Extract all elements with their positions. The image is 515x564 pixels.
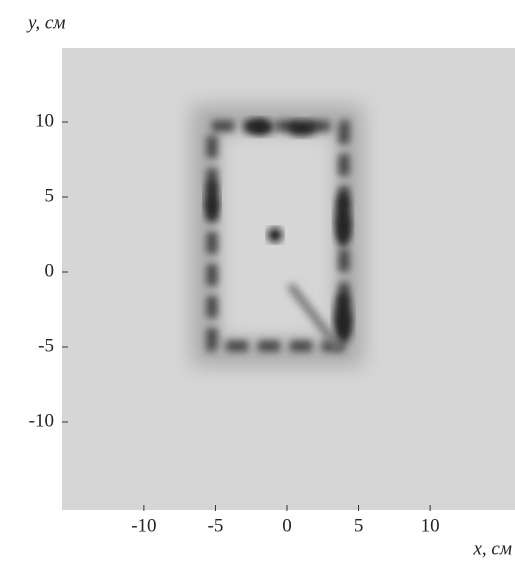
x-tick-label: 10	[421, 515, 440, 536]
x-axis-label: x, см	[473, 538, 513, 559]
y-tick-label: 0	[45, 260, 55, 281]
y-tick-label: -5	[38, 335, 54, 356]
x-tick-label: 5	[354, 515, 364, 536]
y-axis-label: y, см	[26, 12, 65, 33]
y-tick-label: 10	[35, 110, 54, 131]
y-tick-label: 5	[45, 185, 55, 206]
x-tick-label: 0	[282, 515, 292, 536]
image-blobs	[192, 105, 363, 366]
x-tick-label: -10	[131, 515, 156, 536]
x-tick-label: -5	[208, 515, 224, 536]
y-tick-label: -10	[29, 410, 54, 431]
